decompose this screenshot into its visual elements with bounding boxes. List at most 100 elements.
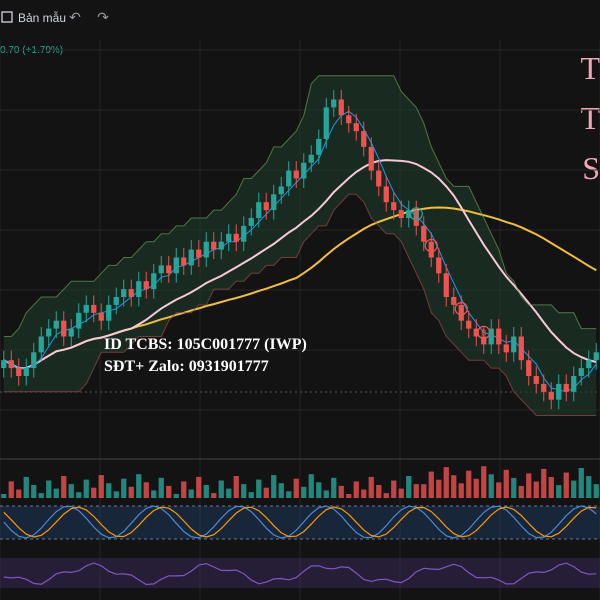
volume-bar <box>316 482 322 498</box>
volume-bar <box>293 478 299 498</box>
volume-bar <box>226 488 232 498</box>
candle-body <box>136 281 142 297</box>
watermark-letter: T <box>580 100 600 136</box>
candle-body <box>443 273 449 297</box>
oscillator2-line <box>3 562 597 586</box>
candle-body <box>376 170 382 187</box>
volume-bar <box>481 466 487 498</box>
candle-body <box>503 344 509 353</box>
volume-bar <box>91 487 97 498</box>
candle-body <box>158 265 164 274</box>
signal-marker <box>477 325 491 340</box>
candle-body <box>578 368 584 376</box>
candle-body <box>143 281 149 290</box>
volume-bar <box>518 486 524 498</box>
candle-body <box>436 257 442 274</box>
volume-bar <box>256 479 262 498</box>
candle-body <box>263 202 269 211</box>
undo-icon[interactable]: ↶ <box>69 9 81 25</box>
volume-bar <box>361 489 367 498</box>
candle-body <box>76 312 82 329</box>
candle-body <box>293 170 299 179</box>
candle-body <box>586 360 592 369</box>
volume-bar <box>106 483 112 498</box>
volume-bar <box>128 486 134 498</box>
volume-bar <box>211 493 217 498</box>
volume-bar <box>428 471 434 498</box>
candle-body <box>271 194 277 211</box>
candle-body <box>151 273 157 290</box>
candle-body <box>496 328 502 345</box>
volume-bar <box>203 485 209 498</box>
volume-bar <box>511 477 517 498</box>
candle-body <box>481 336 487 345</box>
candle-body <box>166 265 172 274</box>
volume-bar <box>376 485 382 498</box>
volume-bar <box>218 480 224 498</box>
signal-marker-label: B <box>429 242 434 251</box>
oscillator2-band <box>0 558 600 588</box>
volume-bar <box>68 484 74 498</box>
candle-body <box>473 328 479 337</box>
volume-bar <box>331 477 337 498</box>
candle-body <box>316 139 322 155</box>
volume-bar <box>488 474 494 498</box>
candle-body <box>533 376 539 384</box>
candle-body <box>23 368 29 376</box>
candle-body <box>248 218 254 226</box>
volume-bar <box>263 487 269 498</box>
volume-bar <box>458 483 464 498</box>
candle-body <box>46 328 52 337</box>
candle-body <box>128 289 134 297</box>
candle-body <box>173 257 179 274</box>
candle-body <box>451 297 457 305</box>
candle-body <box>353 123 359 132</box>
candle-body <box>338 99 344 116</box>
volume-bar <box>278 483 284 498</box>
candle-body <box>346 115 352 124</box>
volume-bar <box>466 470 472 498</box>
candle-body <box>98 312 104 321</box>
signal-marker <box>454 302 468 316</box>
candle-body <box>308 154 314 163</box>
template-label[interactable]: Bản mẫu <box>18 11 67 25</box>
candle-body <box>188 249 194 266</box>
volume-bar <box>451 475 457 498</box>
signal-marker-label: B <box>481 328 486 337</box>
candle-body <box>466 320 472 329</box>
candle-body <box>383 186 389 203</box>
candle-body <box>226 233 232 242</box>
volume-bar <box>181 481 187 498</box>
volume-bar <box>548 477 554 498</box>
volume-bar <box>98 475 104 498</box>
candle-body <box>61 320 67 337</box>
volume-bar <box>38 493 44 498</box>
volume-bar <box>83 479 89 498</box>
volume-bar <box>143 482 149 498</box>
candle-body <box>233 233 239 242</box>
volume-bar <box>136 474 142 498</box>
volume-bar <box>308 474 314 498</box>
volume-bar <box>233 476 239 498</box>
candle-body <box>278 186 284 195</box>
volume-bar <box>421 484 427 498</box>
volume-bar <box>76 492 82 498</box>
candle-body <box>38 336 44 353</box>
candle-body <box>518 336 524 361</box>
candle-body <box>428 241 434 258</box>
candle-body <box>511 336 517 353</box>
candle-body <box>1 360 7 369</box>
candle-body <box>16 368 22 376</box>
volume-bar <box>503 469 509 498</box>
candle-body <box>91 304 97 313</box>
volume-bar <box>368 476 374 498</box>
chart-toolbar: Bản mẫu ↶ ↷ <box>0 0 600 36</box>
candle-body <box>211 241 217 250</box>
candle-body <box>406 210 412 218</box>
template-icon[interactable] <box>0 9 16 25</box>
volume-bar <box>353 481 359 498</box>
candle-body <box>541 383 547 392</box>
candle-body <box>301 162 307 179</box>
redo-icon[interactable]: ↷ <box>97 9 109 25</box>
